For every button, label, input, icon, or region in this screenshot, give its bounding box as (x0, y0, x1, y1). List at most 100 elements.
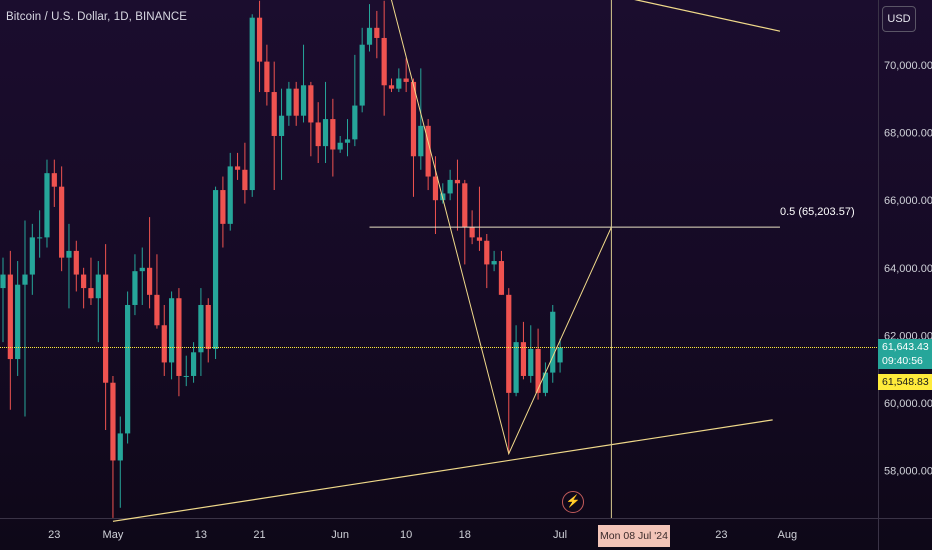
candle-body (330, 119, 336, 150)
candle-body (322, 119, 329, 147)
time-tick-label: 23 (48, 529, 60, 541)
candle-body (300, 85, 307, 116)
candle-body (410, 81, 417, 157)
candle-body (476, 237, 483, 241)
last-price-tag: 61,643.43 09:40:56 (878, 339, 932, 369)
price-tick-label: 70,000.00 (884, 60, 932, 72)
candle-body (147, 267, 153, 295)
candle-body (81, 274, 87, 289)
lower-trendline (112, 419, 773, 522)
candle-body (7, 274, 13, 360)
candle-body (308, 85, 314, 123)
time-tick-label: Jul (553, 529, 567, 541)
candle-body (374, 27, 380, 38)
time-tick-label: 23 (715, 529, 727, 541)
candle-body (454, 179, 461, 184)
candle-body (103, 274, 109, 383)
candle-body (528, 348, 534, 376)
candle-body (88, 288, 94, 299)
candle-body (0, 274, 6, 289)
candle-body (227, 166, 233, 224)
candle-body (506, 294, 512, 393)
candle-body (234, 166, 241, 170)
candle-body (161, 325, 167, 363)
time-tick-label: 21 (253, 529, 265, 541)
candle-body (344, 139, 351, 143)
candle-body (366, 27, 373, 45)
time-tick-label: 18 (459, 529, 471, 541)
candle-body (264, 61, 270, 93)
candle-body (381, 37, 387, 86)
candle-body (168, 298, 175, 363)
candle-body (535, 348, 541, 393)
candle-body (388, 85, 395, 89)
candle-body (286, 88, 292, 116)
candles-group (0, 0, 563, 518)
candle-body (176, 298, 182, 376)
candle-body (513, 342, 519, 393)
candle-body (498, 261, 505, 295)
candle-body (242, 169, 248, 191)
upper-trendline (634, 0, 781, 32)
candle-body (220, 190, 226, 224)
candle-body (212, 190, 219, 349)
candle-body (44, 173, 50, 238)
candle-body (183, 375, 189, 377)
candle-body (190, 352, 197, 376)
candle-body (557, 347, 563, 363)
symbol-title: Bitcoin / U.S. Dollar, 1D, BINANCE (6, 11, 188, 23)
price-tick-label: 60,000.00 (884, 398, 932, 410)
candle-body (469, 227, 475, 238)
candle-body (205, 304, 211, 349)
bar-countdown: 09:40:56 (882, 355, 923, 367)
candle-body (462, 183, 468, 228)
time-tick-label: May (103, 529, 124, 541)
candle-body (37, 237, 43, 239)
candle-body (51, 173, 57, 187)
candle-body (132, 271, 138, 305)
fib-level-label: 0.5 (65,203.57) (780, 206, 855, 218)
candle-body (198, 304, 204, 353)
currency-button[interactable]: USD (882, 6, 916, 32)
candle-body (117, 433, 123, 461)
candle-body (352, 105, 358, 140)
time-tick-label: 13 (195, 529, 207, 541)
last-price-value: 61,643.43 (882, 341, 929, 353)
candle-body (418, 125, 424, 157)
candle-body (425, 125, 431, 177)
price-tick-label: 58,000.00 (884, 466, 932, 478)
candle-body (125, 304, 131, 434)
candle-body (66, 250, 72, 258)
candle-body (337, 142, 343, 150)
candle-body (520, 342, 527, 376)
candle-body (256, 17, 263, 62)
candle-body (22, 274, 28, 285)
candle-body (432, 176, 439, 201)
candle-body (29, 237, 35, 275)
candle-body (154, 294, 160, 326)
candle-body (15, 284, 21, 360)
candle-body (271, 92, 277, 136)
crosshair-date-tag: Mon 08 Jul '24 (598, 525, 670, 547)
candle-body (110, 382, 116, 461)
candle-body (542, 372, 549, 393)
candle-body (278, 115, 285, 136)
lightning-icon[interactable]: ⚡ (562, 491, 584, 513)
time-tick-label: Jun (331, 529, 349, 541)
candle-body (59, 186, 65, 258)
candle-body (403, 78, 409, 82)
price-tick-label: 68,000.00 (884, 128, 932, 140)
candle-body (73, 250, 79, 275)
candle-body (293, 88, 299, 116)
price-tick-label: 66,000.00 (884, 195, 932, 207)
time-tick-label: 10 (400, 529, 412, 541)
candle-body (550, 311, 556, 373)
time-tick-label: Aug (778, 529, 798, 541)
candle-body (139, 267, 145, 272)
candle-body (95, 274, 101, 299)
zigzag-path (390, 0, 612, 456)
candle-body (484, 240, 490, 265)
candle-body (315, 122, 321, 147)
